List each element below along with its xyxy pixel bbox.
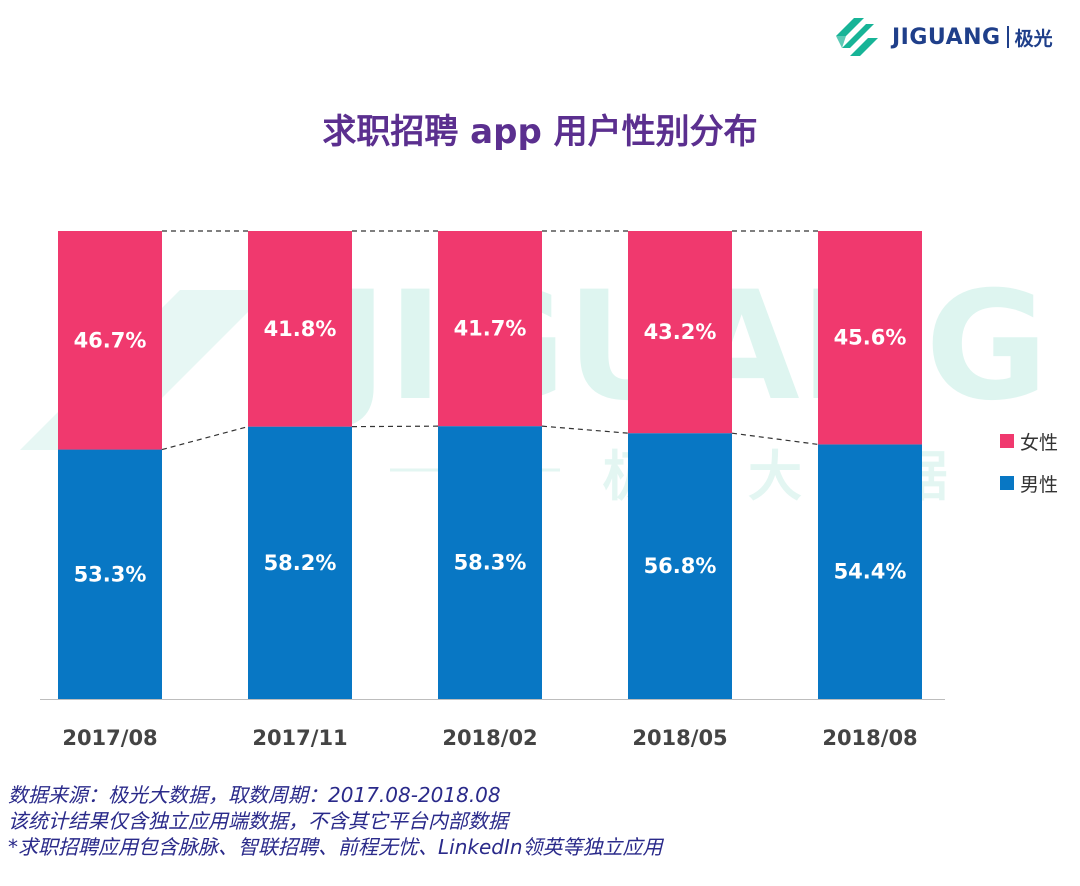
data-label-female-4: 45.6% xyxy=(834,326,907,350)
jiguang-logo-icon xyxy=(836,18,878,56)
footnote-scope: 该统计结果仅含独立应用端数据，不含其它平台内部数据 xyxy=(8,809,508,833)
data-label-male-1: 58.2% xyxy=(264,551,337,575)
x-tick-label-1: 2017/11 xyxy=(252,726,347,750)
data-label-male-3: 56.8% xyxy=(644,554,717,578)
legend-label-female: 女性 xyxy=(1020,431,1059,454)
bar-male-2 xyxy=(438,426,542,699)
x-tick-label-2: 2018/02 xyxy=(442,726,537,750)
data-label-male-2: 58.3% xyxy=(454,551,527,575)
bar-female-2 xyxy=(438,231,542,427)
brand-name-cn: 极光 xyxy=(1014,27,1053,50)
logo-separator xyxy=(1006,26,1009,48)
legend: 女性 男性 xyxy=(1000,430,1058,514)
bar-male-3 xyxy=(628,433,732,699)
x-tick-label-0: 2017/08 xyxy=(62,726,157,750)
bar-female-1 xyxy=(248,231,352,427)
brand-logo: JIGUANG 极光 xyxy=(832,16,1053,58)
footnote-source: 数据来源：极光大数据，取数周期：2017.08-2018.08 xyxy=(8,783,501,807)
data-label-female-2: 41.7% xyxy=(454,317,527,341)
bar-female-0 xyxy=(58,231,162,450)
legend-item-male: 男性 xyxy=(1000,472,1059,496)
legend-label-male: 男性 xyxy=(1020,473,1059,496)
bar-female-3 xyxy=(628,231,732,434)
x-tick-label-4: 2018/08 xyxy=(822,726,917,750)
connector-split-0 xyxy=(161,426,249,451)
legend-swatch-female xyxy=(1000,434,1014,448)
connector-split-3 xyxy=(731,432,819,446)
chart-title: 求职招聘 app 用户性别分布 xyxy=(322,112,758,152)
footnote-apps: *求职招聘应用包含脉脉、智联招聘、前程无忧、LinkedIn领英等独立应用 xyxy=(8,835,663,859)
legend-swatch-male xyxy=(1000,476,1014,490)
brand-name: JIGUANG xyxy=(892,24,1001,50)
data-label-female-1: 41.8% xyxy=(264,317,337,341)
data-label-female-3: 43.2% xyxy=(644,320,717,344)
data-label-female-0: 46.7% xyxy=(74,328,147,352)
bar-male-0 xyxy=(58,449,162,699)
bar-male-4 xyxy=(818,444,922,699)
data-label-male-4: 54.4% xyxy=(834,560,907,584)
x-tick-label-3: 2018/05 xyxy=(632,726,727,750)
legend-item-female: 女性 xyxy=(1000,430,1059,454)
footnotes: 数据来源：极光大数据，取数周期：2017.08-2018.08 该统计结果仅含独… xyxy=(8,782,663,860)
data-label-male-0: 53.3% xyxy=(74,562,147,586)
bar-female-4 xyxy=(818,231,922,445)
bar-male-1 xyxy=(248,426,352,699)
